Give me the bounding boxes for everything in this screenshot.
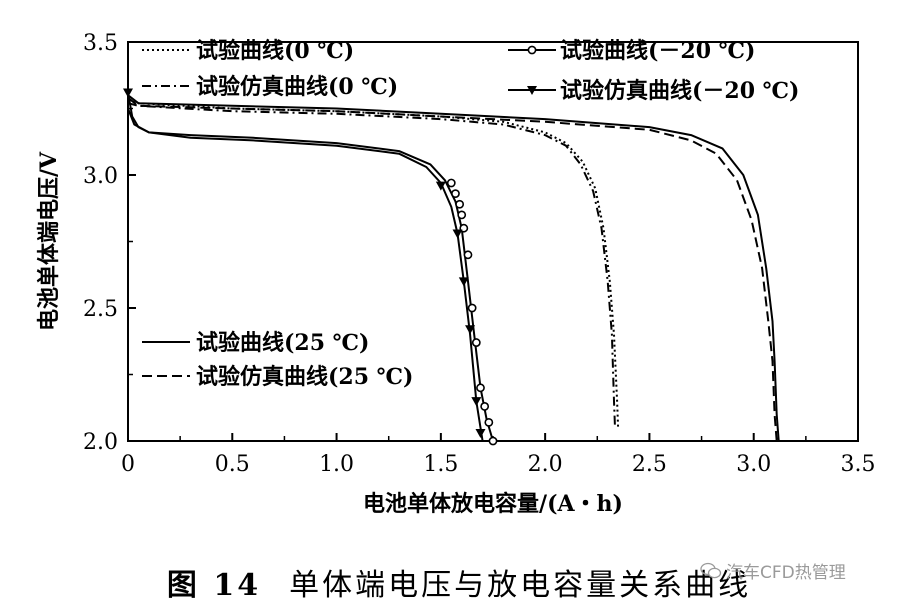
series-line-4	[127, 92, 484, 442]
series-3-marker	[484, 417, 494, 427]
series-3-marker	[467, 303, 477, 313]
caption-number: 图 14	[166, 568, 262, 603]
x-tick-label: 3.5	[841, 452, 876, 477]
series-3-marker	[463, 250, 473, 260]
series-3-marker	[446, 178, 456, 188]
series-4-marker	[452, 229, 463, 239]
x-tick-label: 1.0	[319, 452, 354, 477]
series-line-2	[127, 102, 616, 428]
series-3-marker	[457, 210, 467, 220]
series-3-marker	[480, 402, 490, 411]
y-tick-label: 3.0	[83, 164, 118, 189]
series-line-5	[127, 94, 780, 442]
series-4-marker	[471, 397, 482, 407]
x-tick-label: 1.5	[423, 452, 458, 477]
series-3-marker	[476, 383, 485, 393]
series-line-3	[127, 108, 494, 442]
x-tick-label: 2.5	[632, 452, 667, 477]
legend-marker-3	[527, 45, 537, 55]
x-tick-label: 0	[121, 452, 135, 477]
legend-label-6: 试验仿真曲线(25 ℃)	[196, 364, 413, 390]
series-3-marker	[451, 189, 460, 199]
watermark: 汽车CFD热管理	[700, 558, 846, 583]
x-tick-label: 3.0	[736, 452, 771, 477]
x-tick-label: 2.0	[528, 452, 563, 477]
y-axis-label: 电池单体端电压/V	[36, 151, 62, 331]
figure-caption: 图 14 单体端电压与放电容量关系曲线	[0, 560, 918, 604]
series-4-marker	[458, 277, 469, 287]
y-tick-label: 2.0	[83, 430, 118, 455]
series-4-marker	[435, 181, 446, 191]
series-line-6	[127, 97, 778, 442]
x-axis-label: 电池单体放电容量/(A・h)	[363, 491, 623, 517]
legend-label-5: 试验曲线(25 ℃)	[196, 330, 369, 356]
series-4-marker	[465, 325, 476, 335]
legend-marker-4	[527, 86, 537, 95]
legend-label-1: 试验曲线(0 ℃)	[196, 38, 354, 64]
wechat-icon	[700, 562, 722, 578]
series-3-marker	[455, 199, 465, 209]
watermark-text: 汽车CFD热管理	[726, 563, 846, 583]
legend-label-2: 试验仿真曲线(0 ℃)	[196, 74, 398, 100]
series-4-marker	[123, 88, 133, 98]
caption-text: 单体端电压与放电容量关系曲线	[289, 568, 752, 603]
series-3-marker	[471, 338, 481, 347]
y-tick-label: 2.5	[83, 297, 118, 322]
chart: 0 0.5 1.0 1.5 2.0 2.5 3.0 3.5 2.0 2.5 3.0 3.5 电池单体放电…	[36, 31, 876, 517]
y-tick-label: 3.5	[83, 31, 118, 56]
x-tick-label: 0.5	[215, 452, 250, 477]
legend-label-4: 试验仿真曲线(－20 ℃)	[560, 78, 799, 104]
series-3-marker	[488, 436, 498, 446]
series-4-marker	[475, 429, 486, 439]
legend-label-3: 试验曲线(－20 ℃)	[560, 38, 755, 64]
